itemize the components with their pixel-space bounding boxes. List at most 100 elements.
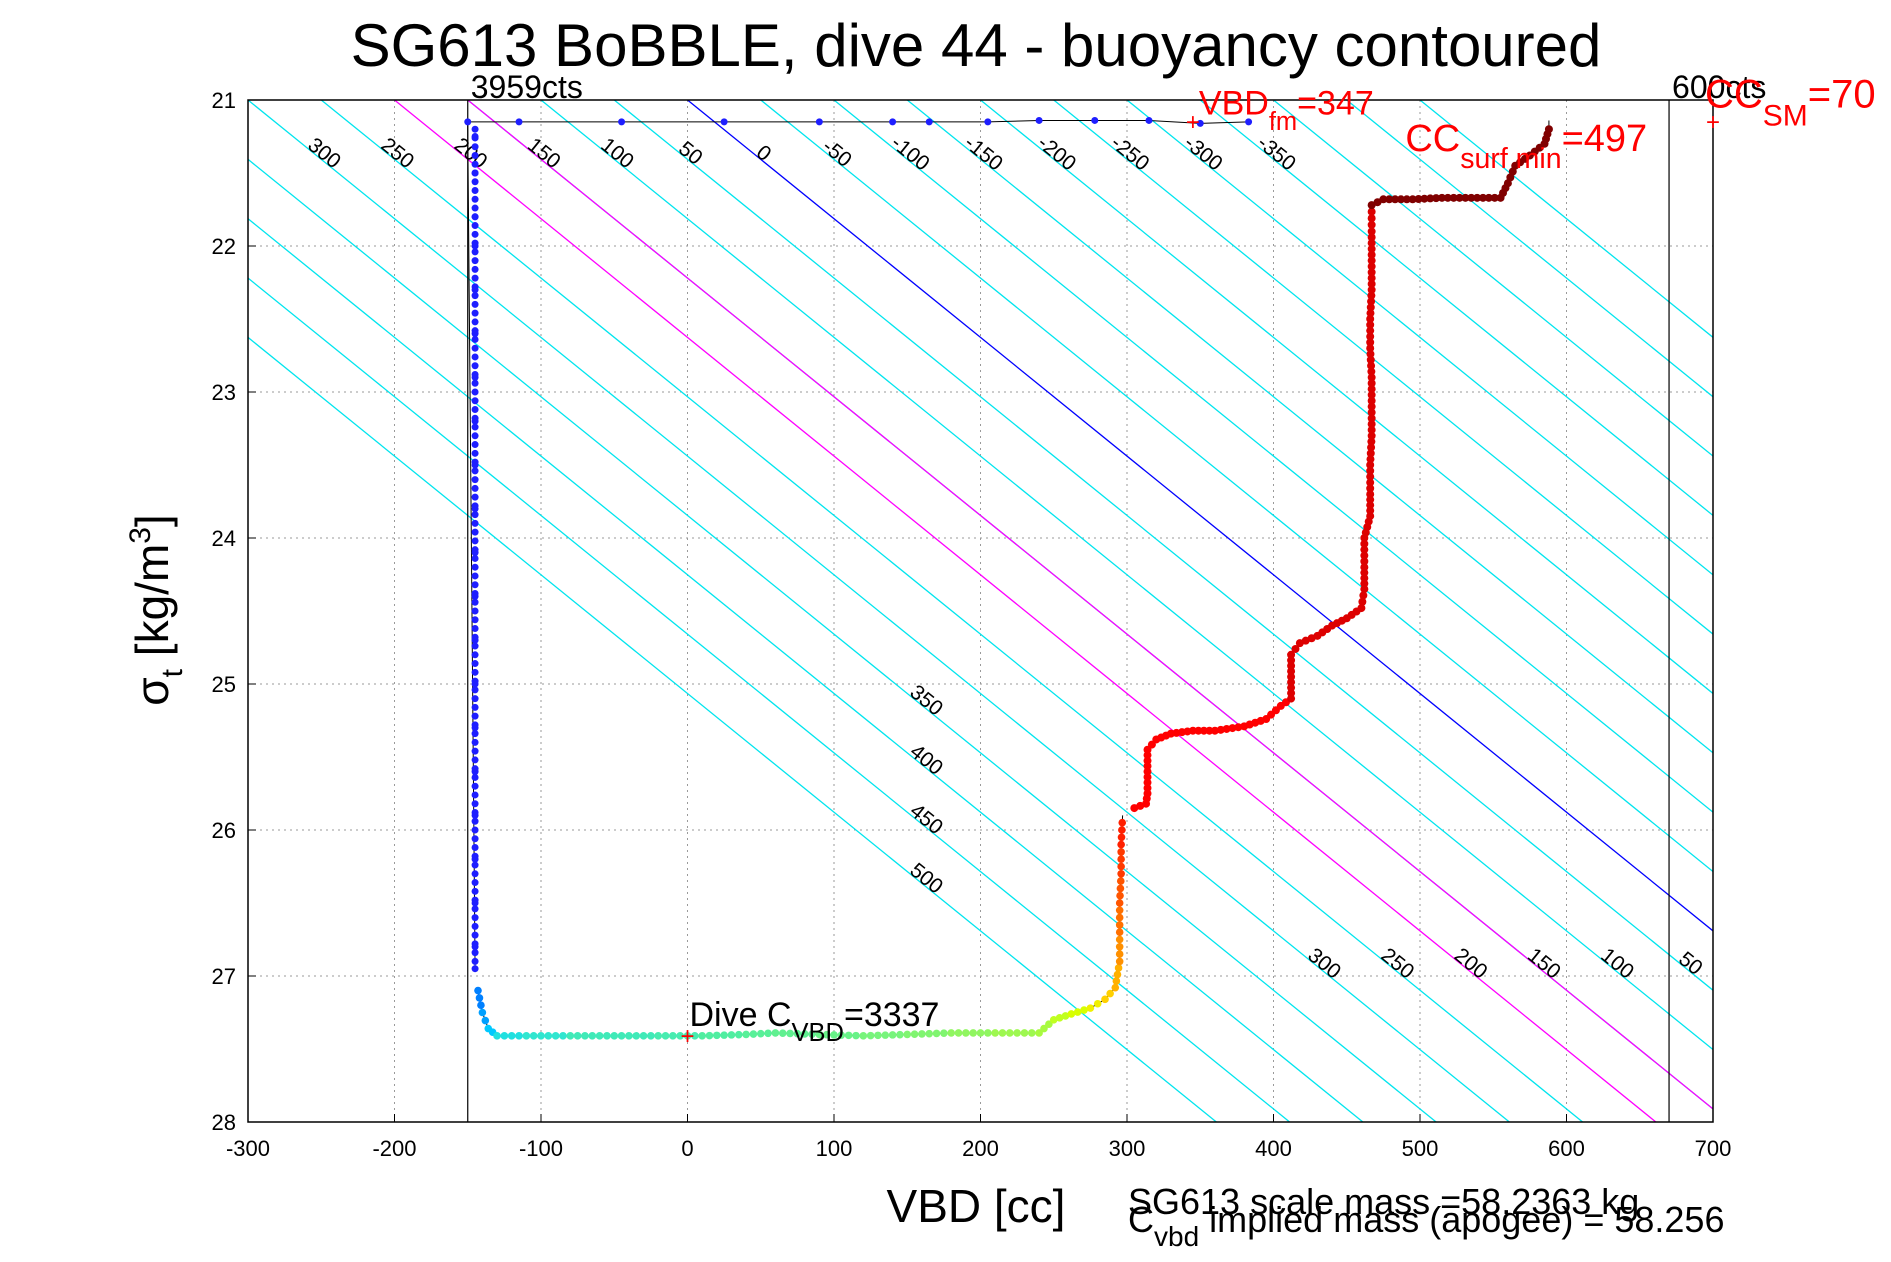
descent-point: [471, 581, 479, 589]
bottom-point: [874, 1031, 882, 1040]
bottom-point: [764, 1029, 772, 1038]
ascent-point: [1367, 244, 1376, 253]
ascent-point: [1367, 425, 1376, 434]
descent-point: [471, 248, 479, 256]
bottom-point: [1106, 989, 1114, 998]
ascent-point: [1366, 309, 1375, 318]
ascent-point: [1366, 484, 1375, 493]
bottom-point: [866, 1031, 875, 1040]
ascent-point: [1366, 455, 1375, 464]
zero-buoyancy-line: [686, 100, 1713, 932]
descent-point: [471, 335, 479, 343]
ascent-point: [1199, 726, 1208, 735]
bottom-point: [515, 1032, 523, 1040]
contour-line: [1272, 100, 1713, 457]
contour-label: -250: [1106, 131, 1153, 175]
descent-point: [471, 441, 479, 449]
descent-point: [471, 625, 479, 633]
descent-point: [471, 782, 479, 790]
bottom-point: [1115, 913, 1124, 922]
vbd-limit-label: 3959cts: [471, 69, 583, 105]
bottom-point: [808, 1030, 816, 1038]
descent-point: [471, 887, 479, 895]
descent-point: [471, 373, 479, 381]
bottom-point: [1040, 1024, 1048, 1033]
descent-point: [471, 922, 479, 930]
descent-point: [1145, 116, 1153, 124]
bottom-point: [1086, 1004, 1095, 1012]
descent-point: [471, 265, 479, 273]
bottom-point: [844, 1031, 853, 1040]
contour-line: [1345, 100, 1713, 398]
bottom-point: [771, 1029, 780, 1037]
ascent-point: [1367, 414, 1376, 423]
ascent-point: [1367, 256, 1376, 265]
bottom-point: [778, 1029, 787, 1037]
descent-point: [618, 118, 626, 126]
ascent-point: [1360, 545, 1369, 554]
bottom-point: [566, 1032, 575, 1040]
descent-point: [471, 563, 479, 571]
bottom-point: [1116, 877, 1125, 885]
descent-point: [1196, 119, 1204, 127]
descent-point: [471, 943, 479, 951]
contour-line: [248, 336, 1218, 1122]
ascent-point: [1143, 789, 1152, 798]
ascent-point: [1367, 250, 1376, 259]
ascent-point: [1385, 195, 1394, 204]
bottom-point: [1115, 957, 1124, 966]
bottom-point: [493, 1032, 501, 1040]
vbd-limit-lines: 3959cts 600cts: [467, 69, 1766, 1122]
descent-point: [471, 835, 479, 843]
descent-point: [471, 724, 479, 732]
bottom-point: [925, 1029, 934, 1038]
descent-point: [471, 642, 479, 650]
ascent-point: [1360, 551, 1369, 560]
bottom-point: [1115, 921, 1124, 929]
ascent-point: [1367, 396, 1376, 405]
bottom-point: [954, 1029, 963, 1037]
bottom-point: [639, 1032, 648, 1040]
descent-point: [471, 861, 479, 869]
descent-point: [471, 286, 479, 294]
bottom-point: [683, 1032, 692, 1040]
contour-line: [466, 100, 1713, 1110]
ascent-point: [1544, 125, 1553, 134]
ascent-point: [1360, 539, 1369, 548]
bottom-point: [698, 1032, 706, 1040]
bottom-point: [984, 1029, 992, 1037]
ascent-point: [1143, 762, 1152, 771]
bottom-point: [595, 1032, 604, 1040]
y-axis-ticks: 21 22 23 24 25 26 27 28: [212, 88, 256, 1135]
bottom-point: [669, 1032, 677, 1040]
vbd-fm-label: VBDfm=347: [1199, 85, 1374, 136]
descent-point: [471, 680, 479, 688]
bottom-point: [1117, 840, 1125, 849]
ascent-point: [1432, 194, 1441, 203]
bottom-point: [573, 1032, 582, 1040]
descent-point: [471, 668, 479, 676]
contour-line: [979, 100, 1713, 695]
ascent-point: [1366, 512, 1375, 521]
descent-point: [471, 712, 479, 720]
bottom-point: [522, 1032, 531, 1040]
bottom-point: [1111, 983, 1120, 992]
contour-line: [248, 158, 1438, 1122]
bottom-point: [940, 1029, 948, 1037]
x-tick-label: 500: [1402, 1136, 1439, 1161]
ascent-point: [1287, 656, 1296, 665]
ascent-point: [1367, 239, 1376, 248]
dive-c-marker: +: [680, 1023, 694, 1050]
bottom-point: [1116, 891, 1124, 900]
cc-surf-min-label: CCsurf min=497: [1405, 118, 1647, 175]
descent-point: [471, 125, 479, 133]
contour-label: -150: [960, 131, 1007, 175]
x-tick-label: 600: [1548, 1136, 1585, 1161]
contour-line: [248, 217, 1364, 1122]
bottom-point: [481, 1016, 490, 1025]
bottom-point: [1117, 870, 1125, 878]
ascent-point: [1367, 437, 1376, 446]
bottom-point: [474, 986, 482, 995]
bottom-point: [500, 1032, 509, 1040]
